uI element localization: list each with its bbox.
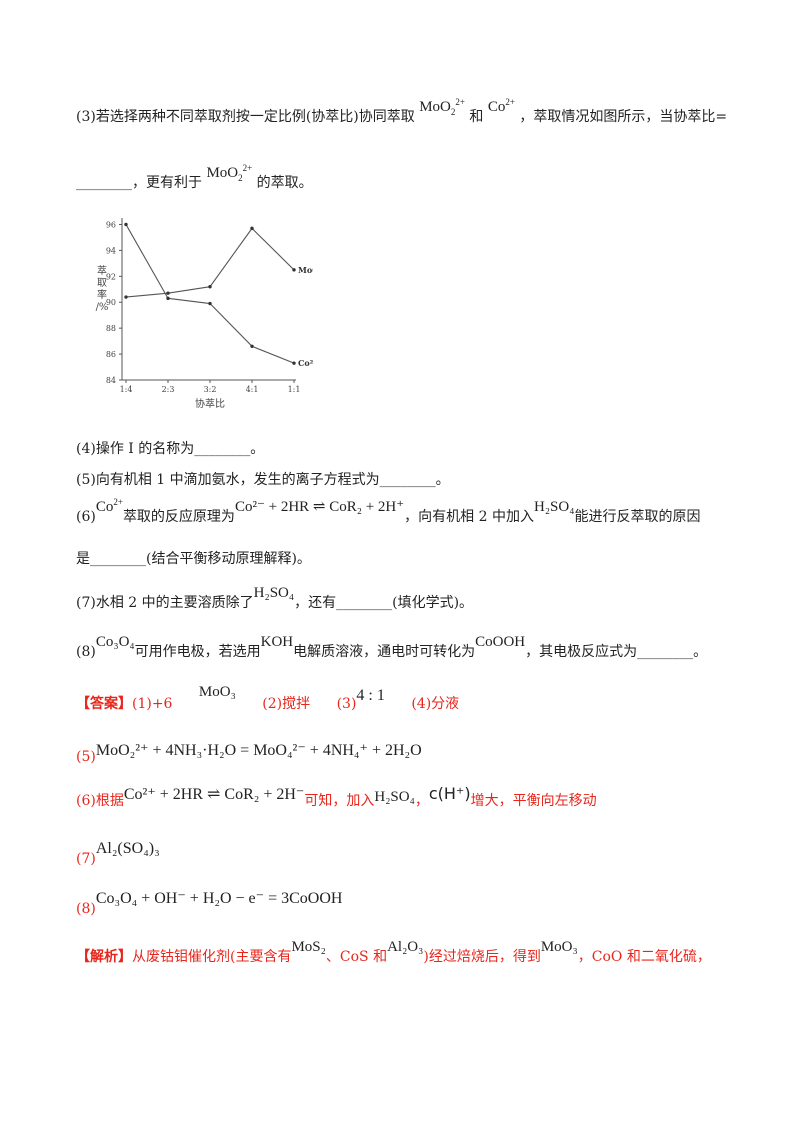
extraction-chart: 萃取率/% 84 86 88 90 92 94 96 1:4 2:3 3:2 4:1 1:1 MoO… <box>96 218 313 410</box>
q8: (8)Co₃O₄可用作电极，若选用KOH电解质溶液，通电时可转化为CoOOH，其… <box>76 634 708 660</box>
y-ticks: 84 86 88 90 92 94 96 <box>106 220 122 385</box>
q6-line2: 是________(结合平衡移动原理解释)。 <box>76 551 311 567</box>
series-point-0 <box>166 291 170 295</box>
al2o3-formula: Al₂O₃ <box>387 939 424 955</box>
series-point-0 <box>124 295 128 299</box>
mos2-formula: MoS₂ <box>291 939 326 955</box>
a5-equation: MoO₂²⁺ + 4NH₃·H₂O = MoO₄²⁻ + 4NH₄⁺ + 2H₂… <box>95 742 422 759</box>
series-point-1 <box>292 361 296 365</box>
a7-formula: Al₂(SO₄)₃ <box>95 840 160 857</box>
q5: (5)向有机相 1 中滴加氨水，发生的离子方程式为________。 <box>76 472 450 488</box>
q6-line1: (6)Co2+萃取的反应原理为Co²⁻ + 2HR ⇌ CoR₂ + 2H⁺，向… <box>76 497 701 525</box>
y-tick-label: 88 <box>106 324 116 333</box>
a6-acid: H₂SO₄ <box>374 789 415 805</box>
series-point-1 <box>124 222 128 227</box>
series-point-1 <box>208 301 212 306</box>
series-point-0 <box>292 268 296 272</box>
series-label-0: MoO₂²⁺ <box>298 265 313 275</box>
moo2-formula: MoO22+ <box>419 97 465 117</box>
h2so4-q7: H₂SO₄ <box>253 585 295 601</box>
y-tick-label: 92 <box>106 272 116 281</box>
y-tick-label: 96 <box>106 220 116 229</box>
answer-7: (7)Al₂(SO₄)₃ <box>76 840 160 867</box>
ratio-answer: 4 : 1 <box>356 687 385 704</box>
x-tick-label: 3:2 <box>204 385 217 394</box>
co-formula-q6: Co2+ <box>95 497 123 515</box>
series-point-1 <box>166 296 170 301</box>
series-point-0 <box>250 226 254 231</box>
h2so4-q6: H₂SO₄ <box>533 499 575 515</box>
y-axis-label-char: 取 <box>97 277 107 289</box>
x-tick-label: 2:3 <box>162 385 175 394</box>
a6-equation: Co²⁺ + 2HR ⇌ CoR₂ + 2H⁻ <box>123 786 305 803</box>
a6-concentration: c(H⁺) <box>428 784 471 803</box>
q3-line1: (3)若选择两种不同萃取剂按一定比例(协萃比)协同萃取 MoO22+ 和 Co2… <box>76 97 728 125</box>
series-label-1: Co²⁺ <box>298 358 313 368</box>
moo2-formula-2: MoO22+ <box>206 163 253 183</box>
analysis-label: 【解析】 <box>76 949 132 965</box>
a8-equation: Co₃O₄ + OH⁻ + H₂O − e⁻ = 3CoOOH <box>95 890 343 907</box>
q7: (7)水相 2 中的主要溶质除了H₂SO₄，还有________(填化学式)。 <box>76 585 474 611</box>
x-tick-label: 1:4 <box>120 385 133 394</box>
answer-label: 【答案】 <box>76 696 132 712</box>
y-tick-label: 86 <box>106 350 116 359</box>
q4: (4)操作 I 的名称为________。 <box>76 441 265 457</box>
koh-formula: KOH <box>260 634 294 650</box>
y-axis-label: 萃取率/% <box>96 265 109 313</box>
x-tick-label: 1:1 <box>288 385 301 394</box>
q6-equation: Co²⁻ + 2HR ⇌ CoR₂ + 2H⁺ <box>234 499 405 515</box>
answer-6: (6)根据Co²⁺ + 2HR ⇌ CoR₂ + 2H⁻可知，加入H₂SO₄，c… <box>76 784 597 809</box>
coooh-formula: CoOOH <box>475 634 526 650</box>
moo3-formula-2: MoO₃ <box>540 939 578 955</box>
y-axis-label-char: /% <box>96 302 109 313</box>
y-axis-label-char: 率 <box>97 288 107 301</box>
y-tick-label: 94 <box>106 246 116 255</box>
x-axis-label: 协萃比 <box>195 397 225 410</box>
series-point-1 <box>250 344 254 349</box>
co-formula: Co2+ <box>487 97 515 115</box>
co3o4-formula: Co₃O₄ <box>95 634 135 650</box>
y-tick-label: 90 <box>106 298 116 307</box>
answer-5: (5)MoO₂²⁺ + 4NH₃·H₂O = MoO₄²⁻ + 4NH₄⁺ + … <box>76 742 422 765</box>
q3-line2: ________，更有利于 MoO22+ 的萃取。 <box>76 163 313 191</box>
y-tick-label: 84 <box>106 376 116 385</box>
series-group: MoO₂²⁺ Co²⁺ <box>124 222 313 368</box>
answer-8: (8)Co₃O₄ + OH⁻ + H₂O − e⁻ = 3CoOOH <box>76 890 343 917</box>
answer-line1: 【答案】(1)+6 MoO₃ (2)搅拌 (3)4 : 1 (4)分液 <box>76 684 460 712</box>
x-ticks: 1:4 2:3 3:2 4:1 1:1 <box>120 380 301 394</box>
x-tick-label: 4:1 <box>246 385 259 394</box>
moo3-formula: MoO₃ <box>198 684 236 700</box>
series-point-0 <box>208 284 212 289</box>
y-axis-label-char: 萃 <box>97 265 107 277</box>
analysis-line: 【解析】从废钴钼催化剂(主要含有MoS₂、CoS 和Al₂O₃)经过焙烧后，得到… <box>76 939 711 965</box>
